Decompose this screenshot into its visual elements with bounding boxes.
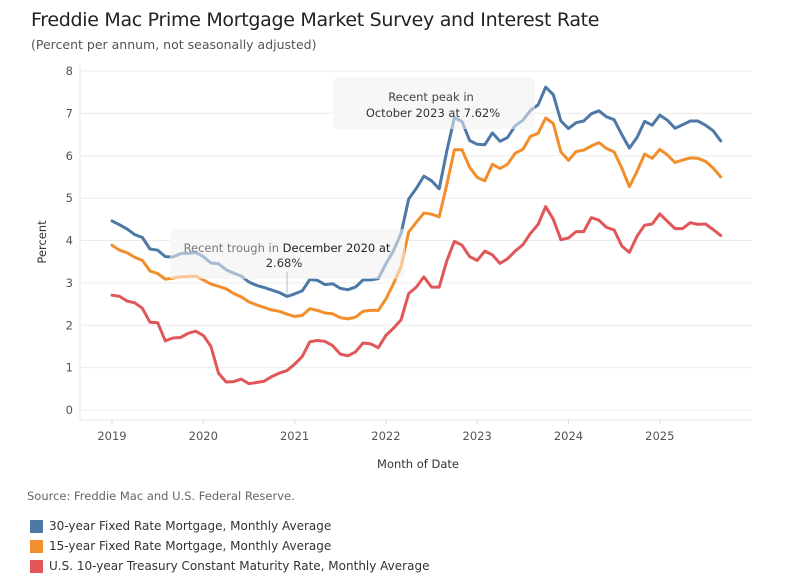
trough-annotation-line1: Recent trough in December 2020 at xyxy=(184,241,391,255)
y-tick-label: 7 xyxy=(66,106,73,120)
x-tick-label: 2024 xyxy=(554,429,583,443)
x-tick-label: 2021 xyxy=(280,429,309,443)
x-tick-label: 2025 xyxy=(645,429,674,443)
trough-annotation-prefix: Recent trough in xyxy=(184,241,283,255)
x-tick-label: 2019 xyxy=(97,429,126,443)
y-tick-label: 4 xyxy=(66,234,73,248)
peak-annotation-line1: Recent peak in xyxy=(388,90,474,104)
y-tick-label: 8 xyxy=(66,64,73,78)
y-tick-label: 6 xyxy=(66,149,73,163)
legend-swatch-30yr xyxy=(30,519,43,533)
series-line-15yr xyxy=(110,116,723,321)
trough-annotation-date: December 2020 at xyxy=(283,241,391,255)
legend: 30-year Fixed Rate Mortgage, Monthly Ave… xyxy=(30,516,429,576)
series-lines xyxy=(110,85,723,386)
x-tick-label: 2023 xyxy=(463,429,492,443)
series-line-10yr-treasury xyxy=(110,205,723,386)
x-tick-label: 2022 xyxy=(371,429,400,443)
trough-annotation-line2: 2.68% xyxy=(266,256,303,270)
x-axis-ticks: 2019 2020 2021 2022 2023 2024 2025 xyxy=(97,420,674,443)
y-tick-label: 2 xyxy=(66,318,73,332)
gridlines xyxy=(79,64,752,421)
chart-title: Freddie Mac Prime Mortgage Market Survey… xyxy=(31,9,600,31)
annotation-texts: Recent trough in December 2020 at2.68%Re… xyxy=(184,90,500,294)
y-tick-label: 1 xyxy=(66,361,73,375)
source-note: Source: Freddie Mac and U.S. Federal Res… xyxy=(27,489,295,503)
legend-swatch-15yr xyxy=(30,539,43,553)
legend-item-30yr[interactable]: 30-year Fixed Rate Mortgage, Monthly Ave… xyxy=(30,516,429,536)
trough-annotation-box xyxy=(170,229,405,279)
legend-label-15yr: 15-year Fixed Rate Mortgage, Monthly Ave… xyxy=(49,539,332,553)
x-tick-label: 2020 xyxy=(189,429,218,443)
legend-item-10yr-treasury[interactable]: U.S. 10-year Treasury Constant Maturity … xyxy=(30,556,429,576)
x-axis-label: Month of Date xyxy=(377,457,459,471)
y-tick-label: 3 xyxy=(66,276,73,290)
legend-label-10yr-treasury: U.S. 10-year Treasury Constant Maturity … xyxy=(49,559,430,573)
chart-subtitle: (Percent per annum, not seasonally adjus… xyxy=(31,37,317,52)
y-axis-label: Percent xyxy=(35,220,49,264)
legend-label-30yr: 30-year Fixed Rate Mortgage, Monthly Ave… xyxy=(49,519,332,533)
y-tick-label: 5 xyxy=(66,191,73,205)
y-tick-label: 0 xyxy=(66,403,73,417)
legend-item-15yr[interactable]: 15-year Fixed Rate Mortgage, Monthly Ave… xyxy=(30,536,429,556)
peak-annotation-box xyxy=(333,77,535,129)
annotation-boxes xyxy=(170,77,535,279)
y-axis-ticks: 0 1 2 3 4 5 6 7 8 xyxy=(66,64,73,417)
legend-swatch-10yr-treasury xyxy=(30,559,43,573)
peak-annotation-line2: October 2023 at 7.62% xyxy=(366,106,500,120)
